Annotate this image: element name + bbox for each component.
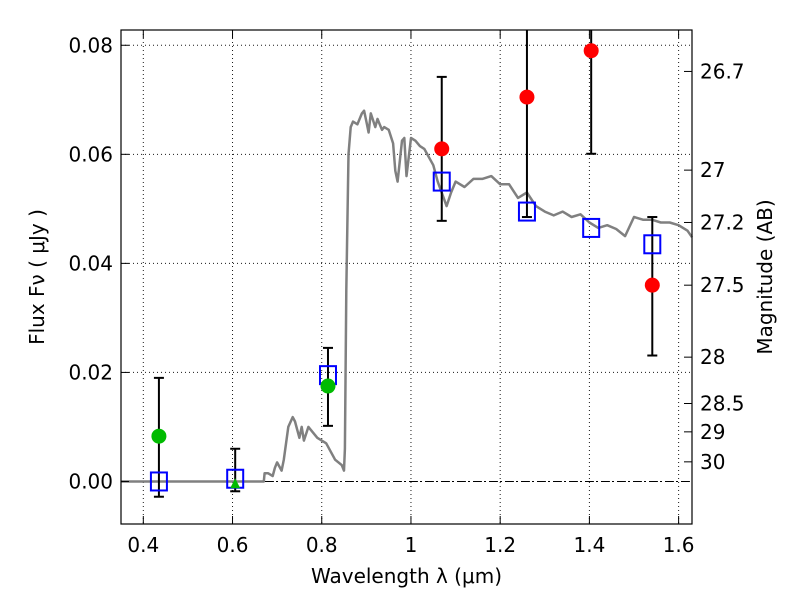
mag-tick-label: 27.5: [700, 273, 745, 297]
mag-tick-label: 27.2: [700, 210, 745, 234]
y-tick-label: 0.06: [68, 142, 113, 166]
model-square-marker: [582, 217, 601, 238]
x-tick-label: 0.8: [306, 533, 338, 557]
y-tick-label: 0.08: [68, 33, 113, 57]
y-tick-label: 0.02: [68, 360, 113, 384]
x-tick-label: 0.4: [127, 533, 159, 557]
data-point-marker: [151, 428, 167, 444]
model-square-marker: [643, 234, 662, 255]
model-square-marker: [517, 201, 536, 222]
y-tick-label: 0.04: [68, 251, 113, 275]
x-axis-label: Wavelength λ (μm): [311, 564, 502, 588]
x-tick-label: 0.6: [217, 533, 249, 557]
mag-tick-label: 29: [700, 420, 725, 444]
model-square-marker: [149, 471, 168, 492]
y-axis-label: Flux Fν ( μJy ): [25, 209, 49, 345]
grid-layer: [121, 30, 692, 524]
x-tick-label: 1.2: [484, 533, 516, 557]
data-point-marker: [644, 277, 660, 293]
upper-limit-marker: [230, 478, 241, 489]
mag-tick-label: 28: [700, 345, 725, 369]
tick-layer: 0.4 0.6 0.8 1 1.2 1.4 1.6 0.00 0.02 0.04 0.06 0.08 2…: [68, 30, 745, 557]
mag-tick-label: 30: [700, 450, 725, 474]
y-tick-label: 0.00: [68, 469, 113, 493]
x-tick-label: 1.6: [663, 533, 695, 557]
model-sed-line: [121, 109, 694, 483]
model-sed-layer: [121, 109, 694, 483]
x-tick-label: 1.4: [573, 533, 605, 557]
data-point-marker: [320, 378, 336, 394]
markers-layer: [149, 43, 662, 492]
mag-tick-label: 27: [700, 158, 725, 182]
data-point-marker: [583, 43, 599, 59]
y-axis-right-label: Magnitude (AB): [753, 199, 777, 354]
plot-frame: [120, 29, 693, 525]
model-square-marker: [432, 171, 451, 192]
data-point-marker: [519, 89, 535, 105]
mag-tick-label: 26.7: [700, 59, 745, 83]
data-point-marker: [434, 141, 450, 157]
mag-tick-label: 28.5: [700, 391, 745, 415]
x-tick-label: 1: [405, 533, 418, 557]
